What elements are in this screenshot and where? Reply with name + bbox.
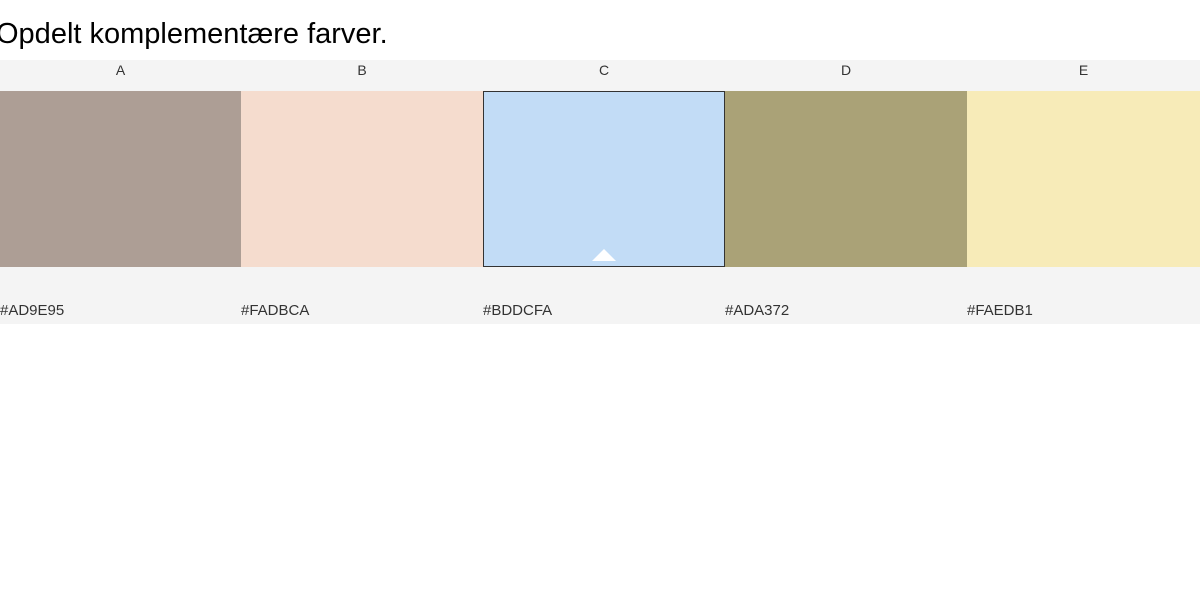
swatch-column-c[interactable]: C #BDDCFA bbox=[483, 60, 725, 324]
swatch-label: C bbox=[598, 62, 610, 78]
swatch-label: E bbox=[1078, 62, 1089, 78]
hex-value: #ADA372 bbox=[725, 302, 790, 319]
hex-value: #BDDCFA bbox=[483, 302, 553, 319]
swatch-column-e[interactable]: E #FAEDB1 bbox=[967, 60, 1200, 324]
color-palette: A #AD9E95 B #FADBCA C #BDDCFA D #ADA372 … bbox=[0, 60, 1200, 324]
color-swatch[interactable] bbox=[0, 91, 241, 267]
swatch-label: B bbox=[357, 62, 367, 78]
hex-value: #FADBCA bbox=[241, 302, 310, 319]
page-title: Opdelt komplementære farver. bbox=[0, 18, 388, 50]
swatch-label: D bbox=[840, 62, 852, 78]
swatch-label: A bbox=[115, 62, 126, 78]
swatch-column-b[interactable]: B #FADBCA bbox=[241, 60, 483, 324]
hex-value: #AD9E95 bbox=[0, 302, 65, 319]
color-swatch[interactable] bbox=[967, 91, 1200, 267]
color-swatch-selected[interactable] bbox=[483, 91, 725, 267]
swatch-column-a[interactable]: A #AD9E95 bbox=[0, 60, 241, 324]
swatch-column-d[interactable]: D #ADA372 bbox=[725, 60, 967, 324]
hex-value: #FAEDB1 bbox=[967, 302, 1033, 319]
caret-up-icon bbox=[592, 249, 616, 261]
color-swatch[interactable] bbox=[241, 91, 483, 267]
color-swatch[interactable] bbox=[725, 91, 967, 267]
